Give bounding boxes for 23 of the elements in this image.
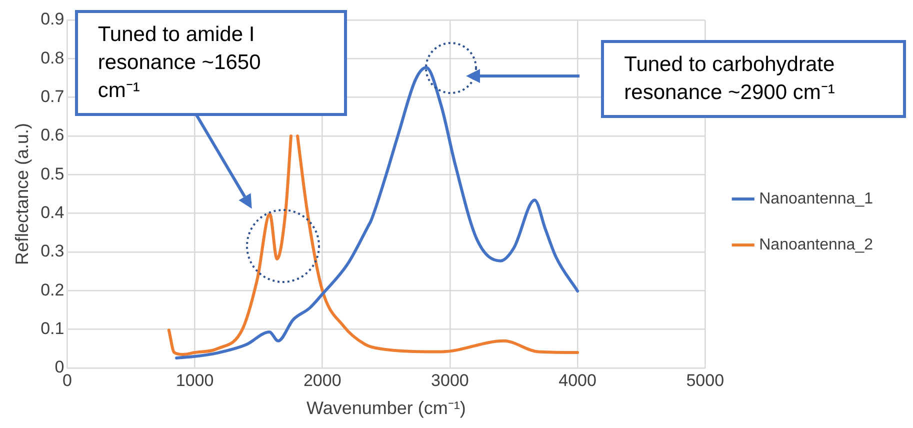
text-box: Tuned to carbohydrate resonance ~2900 cm⁻¹ <box>601 40 906 118</box>
y-tick-label: 0.8 <box>40 48 64 68</box>
y-axis-title: Reflectance (a.u.) <box>12 122 32 266</box>
y-tick-label: 0 <box>54 358 64 377</box>
y-tick-label: 0.7 <box>40 87 64 106</box>
x-tick-label: 4000 <box>558 370 596 390</box>
legend-label: Nanoantenna_2 <box>759 236 874 254</box>
text-box: Tuned to amide I resonance ~1650 cm⁻¹ <box>74 10 347 116</box>
legend-label: Nanoantenna_1 <box>759 190 874 208</box>
y-tick-label: 0.2 <box>40 280 64 300</box>
y-tick-label: 0.1 <box>40 319 64 338</box>
annotation: Tuned to carbohydrate resonance ~2900 cm⁻¹ <box>624 53 835 104</box>
y-tick-label: 0.4 <box>40 203 64 222</box>
x-tick-label: 5000 <box>686 370 724 390</box>
x-axis-title: Wavenumber (cm⁻¹) <box>306 398 466 418</box>
y-tick-label: 0.9 <box>40 10 64 29</box>
x-tick-label: 1000 <box>176 370 214 390</box>
x-tick-label: 2000 <box>303 370 342 390</box>
x-tick-label: 3000 <box>431 370 469 390</box>
y-tick-label: 0.5 <box>40 164 64 184</box>
y-tick-label: 0.6 <box>40 126 64 145</box>
y-tick-label: 0.3 <box>40 242 64 261</box>
annotation: Tuned to amide I resonance ~1650 cm⁻¹ <box>98 23 261 102</box>
